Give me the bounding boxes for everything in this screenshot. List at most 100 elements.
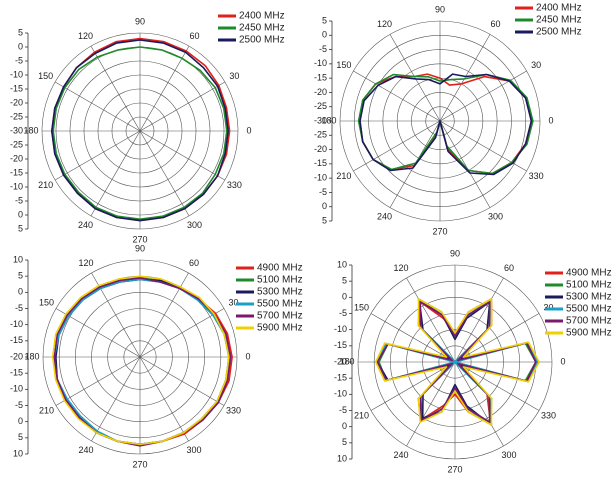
- r-tick-label: 0: [18, 287, 23, 297]
- r-tick-label: -10: [10, 384, 23, 394]
- grid-spoke: [353, 120, 441, 172]
- angle-label: 0: [548, 115, 553, 125]
- angle-label: 120: [393, 263, 408, 273]
- r-tick-label: -20: [10, 351, 23, 361]
- legend-label: 5500 MHz: [566, 304, 612, 315]
- grid-spoke: [406, 361, 456, 447]
- angle-label: 90: [135, 16, 145, 26]
- r-tick-label: -15: [334, 373, 347, 383]
- legend-label: 2400 MHz: [536, 3, 582, 14]
- legend-label: 5900 MHz: [257, 323, 303, 334]
- r-tick-label: -5: [15, 400, 23, 410]
- grid-spoke: [55, 356, 141, 406]
- angle-label: 240: [393, 450, 408, 460]
- angle-label: 240: [78, 445, 93, 455]
- r-tick-label: -25: [314, 130, 327, 140]
- r-tick-label: 0: [342, 292, 347, 302]
- r-tick-label: 0: [342, 421, 347, 431]
- angle-label: 150: [39, 297, 54, 307]
- angle-label: 90: [135, 243, 145, 253]
- angle-label: 30: [229, 297, 239, 307]
- grid-spoke: [406, 277, 456, 363]
- legend-label: 5300 MHz: [257, 287, 303, 298]
- grid-spoke: [55, 308, 141, 358]
- r-tick-label: -10: [314, 173, 327, 183]
- angle-label: 90: [450, 248, 460, 258]
- grid-spoke: [454, 313, 540, 363]
- grid-spoke: [389, 34, 441, 122]
- grid-spoke: [439, 70, 527, 122]
- grid-spoke: [439, 120, 491, 208]
- r-tick-label: 0: [18, 209, 23, 219]
- grid-spoke: [139, 356, 225, 406]
- angle-label: 270: [447, 464, 462, 474]
- angle-label: 210: [354, 410, 369, 420]
- r-tick-label: 5: [18, 223, 23, 233]
- angle-label: 0: [245, 351, 250, 361]
- r-tick-label: -10: [10, 69, 23, 79]
- legend-label: 5900 MHz: [566, 328, 612, 339]
- angle-label: 300: [488, 212, 503, 222]
- grid-spoke: [454, 361, 504, 447]
- r-tick-label: 5: [322, 15, 327, 25]
- r-tick-label: -15: [10, 335, 23, 345]
- r-tick-label: 5: [18, 271, 23, 281]
- r-tick-label: -15: [10, 83, 23, 93]
- angle-label: 300: [186, 445, 201, 455]
- grid-spoke: [439, 34, 491, 122]
- angle-label: 150: [354, 302, 369, 312]
- r-tick-label: -20: [314, 87, 327, 97]
- angle-label: 150: [336, 60, 351, 70]
- r-tick-label: 5: [342, 276, 347, 286]
- pattern-line: [375, 298, 539, 425]
- angle-label: 180: [24, 351, 39, 361]
- r-tick-label: -30: [10, 125, 23, 135]
- r-tick-label: 10: [337, 453, 347, 463]
- r-tick-label: -5: [339, 405, 347, 415]
- grid-spoke: [370, 313, 456, 363]
- angle-label: 180: [23, 125, 38, 135]
- r-tick-label: -5: [339, 308, 347, 318]
- angle-label: 60: [189, 258, 199, 268]
- legend-label: 2500 MHz: [536, 27, 582, 38]
- grid-spoke: [139, 81, 226, 132]
- angle-label: 330: [227, 180, 242, 190]
- r-tick-label: 0: [18, 416, 23, 426]
- r-tick-label: 10: [13, 448, 23, 458]
- angle-label: 240: [377, 212, 392, 222]
- legend-label: 5100 MHz: [257, 275, 303, 286]
- r-tick-label: -5: [15, 55, 23, 65]
- angle-label: 300: [187, 220, 202, 230]
- grid-spoke: [54, 81, 141, 132]
- legend-label: 5700 MHz: [566, 316, 612, 327]
- r-tick-label: -25: [10, 139, 23, 149]
- r-tick-label: -20: [334, 356, 347, 366]
- angle-label: 270: [132, 459, 147, 469]
- angle-label: 270: [132, 234, 147, 244]
- angle-label: 120: [78, 31, 93, 41]
- r-tick-label: 5: [18, 27, 23, 37]
- r-tick-label: -15: [10, 368, 23, 378]
- grid-spoke: [139, 272, 189, 358]
- legend-label: 5100 MHz: [566, 280, 612, 291]
- r-tick-label: 0: [322, 201, 327, 211]
- pattern-line: [359, 73, 533, 176]
- grid-spoke: [454, 277, 504, 363]
- angle-label: 60: [504, 263, 514, 273]
- r-tick-label: -10: [334, 389, 347, 399]
- angle-label: 210: [39, 405, 54, 415]
- legend-label: 4900 MHz: [257, 263, 303, 274]
- legend-label: 5500 MHz: [257, 299, 303, 310]
- grid-spoke: [139, 130, 190, 217]
- r-tick-label: -5: [15, 195, 23, 205]
- angle-label: 330: [541, 410, 556, 420]
- angle-label: 120: [377, 19, 392, 29]
- r-tick-label: -25: [314, 101, 327, 111]
- angle-label: 30: [531, 60, 541, 70]
- angle-label: 330: [226, 405, 241, 415]
- grid-spoke: [353, 70, 441, 122]
- r-tick-label: -10: [334, 324, 347, 334]
- r-tick-label: -20: [10, 97, 23, 107]
- r-tick-label: -5: [319, 44, 327, 54]
